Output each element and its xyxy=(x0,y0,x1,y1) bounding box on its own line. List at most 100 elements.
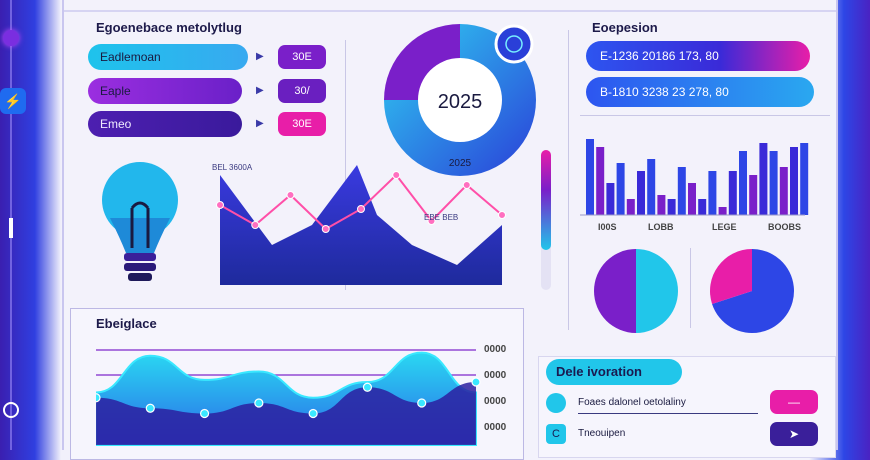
metric-pill-2[interactable]: Eaple xyxy=(88,78,242,104)
bar-tick-label: LOBB xyxy=(648,222,674,232)
action-item-1[interactable]: Foaes dalonel oetolaliny xyxy=(578,392,758,414)
chart-label-b: EBE BEB xyxy=(424,213,458,222)
line-point xyxy=(251,221,260,229)
wave-series-b xyxy=(96,382,476,445)
bottom-left-title: Ebeiglace xyxy=(96,316,157,331)
bar xyxy=(728,171,737,215)
bar xyxy=(800,143,809,215)
line-point xyxy=(392,171,401,179)
dele-title-pill[interactable]: Dele ivoration xyxy=(546,359,682,385)
pie-slice xyxy=(712,249,794,333)
line-point xyxy=(462,181,471,189)
pie-chart-2 xyxy=(710,249,794,333)
bar xyxy=(657,195,666,215)
wave-area-chart xyxy=(96,349,481,446)
metric-pill-label: Eaple xyxy=(100,84,131,98)
wave-y-tick: 0000 xyxy=(484,344,507,355)
divider xyxy=(690,248,691,328)
right-stat-text: B-1810 3238 23 278, 80 xyxy=(600,85,729,99)
wave-y-tick: 0000 xyxy=(484,396,507,407)
year-donut-chart: 2025 2025 xyxy=(384,24,536,176)
wave-point xyxy=(471,377,481,387)
bar xyxy=(698,199,707,215)
bar xyxy=(790,147,798,215)
right-stat-bar-2[interactable]: B-1810 3238 23 278, 80 xyxy=(586,77,814,107)
c-icon[interactable]: C xyxy=(546,424,566,444)
right-stat-text: E-1236 20186 173, 80 xyxy=(600,49,719,63)
wave-point xyxy=(417,398,427,408)
arrow-right-icon: ▶ xyxy=(256,51,264,62)
action-badge-2[interactable]: ➤ xyxy=(770,422,818,446)
metric-value-2: 30/ xyxy=(278,79,326,103)
bar-tick-label: I00S xyxy=(598,222,617,232)
bar xyxy=(596,147,605,215)
wave-point xyxy=(308,408,318,419)
line-point xyxy=(216,201,224,209)
pie-slice xyxy=(636,249,678,333)
line-point xyxy=(498,211,506,219)
bar xyxy=(708,171,717,215)
pie-chart-1 xyxy=(594,249,678,333)
metric-pill-label: Emeo xyxy=(100,117,132,131)
right-section-title: Eoepesion xyxy=(592,20,658,35)
bar xyxy=(626,199,635,215)
wave-point xyxy=(199,408,210,419)
rail-marker xyxy=(9,218,13,238)
metric-pill-3[interactable]: Emeo xyxy=(88,111,242,137)
divider xyxy=(580,115,830,116)
arrow-right-icon: ▶ xyxy=(256,85,264,96)
action-label: Tneouipen xyxy=(578,428,626,439)
bar xyxy=(606,183,615,215)
rail-dot[interactable] xyxy=(3,30,19,46)
arrow-right-icon: ▶ xyxy=(256,118,264,129)
wave-point xyxy=(254,398,264,408)
metric-pill-1[interactable]: Eadlemoan xyxy=(88,44,248,70)
globe-icon[interactable] xyxy=(494,24,534,64)
frame-top-bar xyxy=(64,0,836,12)
bar xyxy=(759,143,768,215)
action-label: Foaes dalonel oetolaliny xyxy=(578,397,686,408)
wave-point xyxy=(145,403,155,413)
bar-tick-label: LEGE xyxy=(712,222,737,232)
metric-value-3: 30E xyxy=(278,112,326,136)
line-point xyxy=(321,225,330,233)
bar xyxy=(718,207,727,215)
line-point xyxy=(286,191,295,199)
divider xyxy=(568,30,569,330)
bar xyxy=(586,139,594,215)
line-point xyxy=(357,205,365,213)
rail-circle-button[interactable] xyxy=(3,402,19,418)
bar xyxy=(677,167,686,215)
bar xyxy=(739,151,747,215)
bar xyxy=(688,183,696,215)
wave-y-tick: 0000 xyxy=(484,422,507,433)
lightbulb-icon xyxy=(102,162,178,281)
action-badge-1[interactable]: — xyxy=(770,390,818,414)
vertical-slider-track[interactable] xyxy=(541,150,551,290)
metric-value-1: 30E xyxy=(278,45,326,69)
action-item-2[interactable]: Tneouipen xyxy=(578,423,758,445)
area-fill xyxy=(220,165,502,285)
line-point xyxy=(427,217,436,225)
bar xyxy=(779,167,788,215)
wave-point xyxy=(362,382,373,392)
right-stat-bar-1[interactable]: E-1236 20186 173, 80 xyxy=(586,41,810,71)
wave-point xyxy=(96,393,101,403)
flash-icon[interactable]: ⚡ xyxy=(0,88,26,114)
donut-hole xyxy=(418,58,502,142)
donut-center-label: 2025 xyxy=(438,91,483,113)
left-rail: ⚡ xyxy=(0,0,62,450)
bar xyxy=(616,163,625,215)
bar xyxy=(769,151,778,215)
left-section-title: Egoenebace metolytlug xyxy=(96,20,242,35)
bar-tick-label: BOOBS xyxy=(768,222,802,232)
circle-icon[interactable] xyxy=(546,393,566,413)
bar xyxy=(647,159,656,215)
pie-slice xyxy=(710,249,752,304)
donut-caption: 2025 xyxy=(449,158,472,169)
bar xyxy=(667,199,676,215)
globe-icon-ring xyxy=(505,35,523,53)
wave-y-tick: 0000 xyxy=(484,370,507,381)
bar-chart xyxy=(580,139,809,216)
vertical-slider-fill xyxy=(541,150,551,250)
